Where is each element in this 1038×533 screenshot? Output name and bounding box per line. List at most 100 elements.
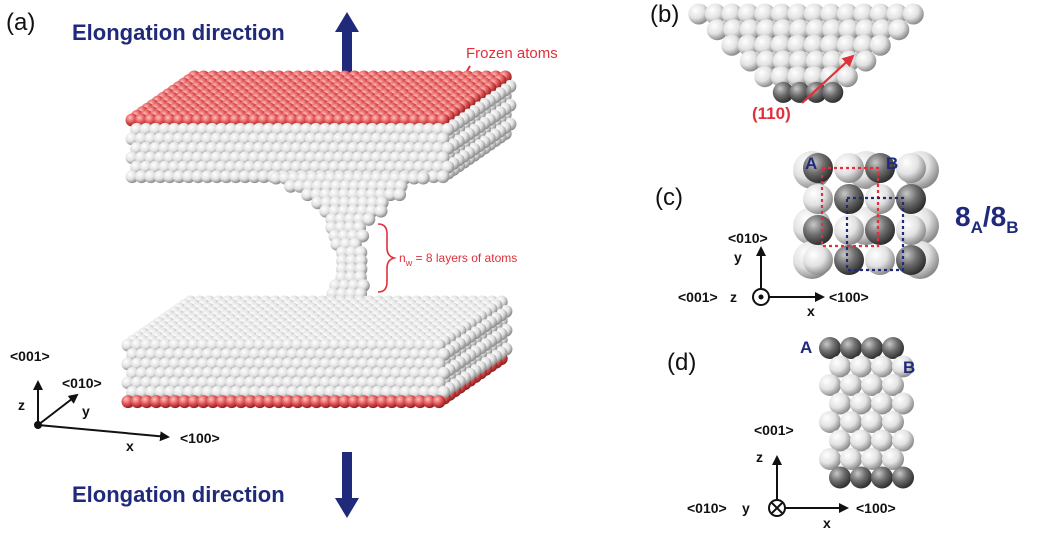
atom [819, 337, 841, 359]
atom [134, 170, 148, 184]
atom [407, 171, 421, 185]
atom [861, 374, 883, 396]
frozen-atom [187, 395, 201, 409]
facet-label: (110) [752, 104, 791, 123]
atom [840, 411, 862, 433]
atom [125, 170, 139, 184]
atom [853, 3, 875, 25]
facet-pointer-icon [801, 54, 855, 104]
frozen-atom [366, 395, 380, 409]
atom [882, 337, 904, 359]
atom [871, 355, 893, 378]
frozen-atom [159, 395, 173, 409]
atom [770, 34, 792, 56]
frozen-atom [432, 395, 446, 409]
axis-c-100-label: <100> [829, 289, 869, 305]
atom [836, 34, 858, 56]
atom [892, 355, 914, 378]
frozen-atom [121, 395, 135, 409]
atom [153, 170, 167, 184]
atom [836, 66, 858, 88]
axis-a-001-label: <001> [10, 348, 50, 364]
frozen-atom [310, 395, 323, 409]
frozen-atom [168, 395, 182, 409]
axis-a-010-label: <010> [62, 375, 102, 391]
atom [172, 170, 186, 184]
atom [803, 153, 833, 183]
atom [822, 50, 844, 72]
atom [836, 3, 858, 25]
atom [269, 171, 283, 185]
axis-d-x-label: x [823, 515, 831, 531]
frozen-atom [215, 395, 229, 409]
atom [737, 34, 759, 56]
atom [840, 337, 862, 359]
atom [803, 184, 833, 214]
axis-c-x-label: x [807, 303, 815, 319]
site-a-label-c: A [805, 154, 817, 173]
atom [756, 50, 778, 72]
sublattice-a-outline [820, 166, 880, 248]
atom [819, 411, 841, 433]
atom [144, 170, 158, 184]
frozen-atom [262, 395, 276, 409]
atom [888, 19, 910, 41]
atom [191, 170, 205, 184]
x-axis-icon [37, 424, 170, 442]
panel-d: (d) A B <001> z <010> y <100> x [667, 337, 915, 531]
atom [850, 355, 872, 378]
frozen-atom [347, 395, 361, 409]
atom [850, 429, 872, 452]
atom [834, 245, 864, 275]
atom [770, 3, 792, 25]
atom [840, 374, 862, 396]
atom [229, 170, 243, 184]
axis-a-x-label: x [126, 438, 134, 454]
atom [871, 19, 893, 41]
atom [850, 392, 872, 415]
site-b-label-c: B [886, 154, 898, 173]
frozen-atom [234, 395, 248, 409]
atom [374, 204, 388, 218]
atom [829, 466, 851, 489]
atom [820, 3, 842, 25]
atom [805, 50, 827, 72]
atom [772, 19, 794, 41]
frozen-atom [385, 395, 399, 409]
atom [865, 215, 895, 245]
y-axis-icon [37, 393, 79, 426]
atom [257, 170, 271, 184]
cross-section [793, 151, 939, 279]
atom [834, 215, 864, 245]
frozen-atom [140, 395, 154, 409]
atom [756, 19, 778, 41]
atom [902, 3, 924, 25]
atom [789, 81, 811, 103]
atom [739, 19, 761, 41]
axis-d-001-label: <001> [754, 422, 794, 438]
atom [772, 50, 794, 72]
atom [829, 355, 851, 378]
atom [803, 215, 833, 245]
atom [838, 19, 860, 41]
atom [896, 153, 926, 183]
axes-d: <001> z <010> y <100> x [687, 422, 896, 531]
elongation-label-bottom: Elongation direction [72, 482, 285, 507]
atom [706, 19, 728, 41]
atom [737, 3, 759, 25]
frozen-atom [394, 395, 408, 409]
axis-d-010-label: <010> [687, 500, 727, 516]
panel-b: (b) (110) [650, 1, 924, 123]
frozen-atom [357, 395, 371, 409]
frozen-atom [130, 395, 144, 409]
atom [855, 50, 877, 72]
atom [393, 188, 407, 202]
atom [787, 66, 809, 88]
axes-c: <010> y <001> z <100> x [678, 230, 869, 319]
atom [182, 170, 196, 184]
atom [772, 81, 794, 103]
atom [803, 245, 833, 275]
atom [865, 153, 895, 183]
layer-count-brace-icon [377, 223, 397, 293]
atom [803, 66, 825, 88]
